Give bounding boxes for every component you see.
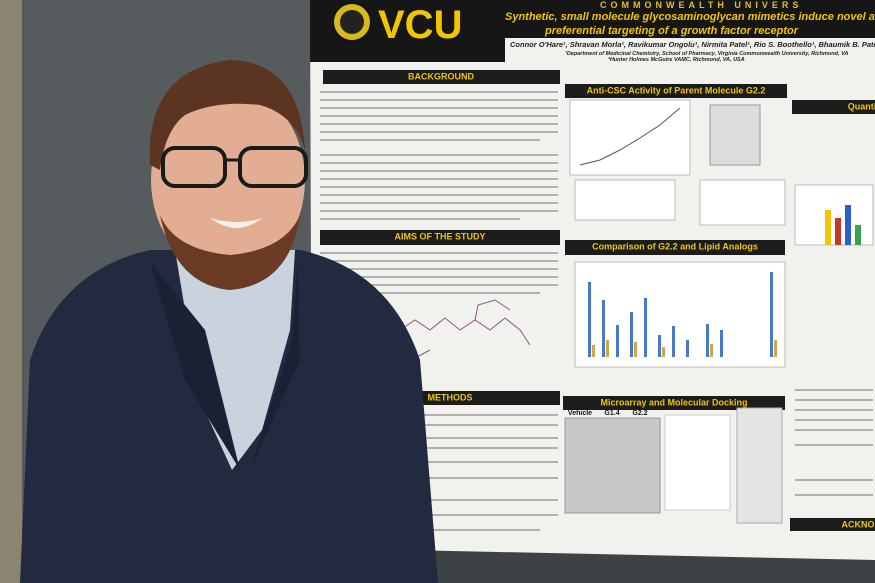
author-band bbox=[505, 38, 875, 62]
figure-curve bbox=[579, 107, 681, 166]
figure-bar bbox=[835, 218, 841, 245]
lapel bbox=[250, 262, 300, 470]
title: Synthetic, small molecule glycosaminogly… bbox=[505, 11, 875, 23]
affiliation: ¹Department of Medicinal Chemistry, Scho… bbox=[565, 50, 848, 57]
section-header: Anti-CSC Activity of Parent Molecule G2.… bbox=[587, 85, 766, 95]
beard bbox=[160, 215, 300, 290]
section-header: Comparison of G2.2 and Lipid Analogs bbox=[592, 241, 758, 251]
figure bbox=[794, 184, 874, 246]
hall-left bbox=[0, 0, 22, 583]
face bbox=[151, 85, 305, 275]
section-bar bbox=[563, 396, 785, 410]
logo: VCU bbox=[378, 3, 462, 47]
glasses bbox=[161, 146, 227, 188]
affiliation: ²Hunter Holmes McGuire VAMC, Richmond, V… bbox=[608, 56, 745, 63]
figure bbox=[574, 261, 786, 368]
docking-figure bbox=[664, 414, 731, 511]
section-header: AIMS OF THE STUDY bbox=[394, 231, 485, 241]
panel-label: G1.4 bbox=[604, 410, 619, 417]
section-header: Quanti bbox=[848, 101, 875, 111]
section-bar bbox=[790, 518, 875, 531]
panel-label: Vehicle bbox=[568, 410, 592, 417]
hair bbox=[149, 60, 305, 170]
section-header: BACKGROUND bbox=[408, 71, 474, 81]
section-bar bbox=[323, 70, 560, 84]
section-bar bbox=[565, 240, 785, 255]
figure-bar bbox=[825, 210, 831, 245]
section-header: ACKNO bbox=[842, 519, 875, 529]
figure bbox=[574, 179, 676, 221]
figure bbox=[569, 99, 691, 176]
section-bar bbox=[565, 84, 787, 98]
section-header: Microarray and Molecular Docking bbox=[600, 397, 747, 407]
title: preferential targeting of a growth facto… bbox=[544, 25, 799, 37]
glasses bbox=[238, 146, 308, 188]
section-bar bbox=[792, 100, 875, 114]
authors: Connor O'Hare¹, Shravan Morla¹, Ravikuma… bbox=[510, 40, 875, 49]
section-bar bbox=[320, 230, 560, 245]
figure-bar bbox=[855, 225, 861, 245]
figure-bar bbox=[845, 205, 851, 245]
banner: COMMONWEALTH UNIVERS bbox=[600, 0, 802, 10]
lapel bbox=[150, 262, 240, 470]
smile bbox=[210, 218, 262, 228]
figure bbox=[699, 179, 786, 226]
figure-bars bbox=[588, 272, 777, 357]
panel-label: G2.2 bbox=[632, 410, 647, 417]
seal-inner bbox=[340, 10, 364, 34]
shirt bbox=[175, 250, 295, 470]
microarray bbox=[564, 417, 661, 514]
section-header: METHODS bbox=[428, 392, 473, 402]
table bbox=[736, 407, 783, 524]
blot bbox=[709, 104, 761, 166]
